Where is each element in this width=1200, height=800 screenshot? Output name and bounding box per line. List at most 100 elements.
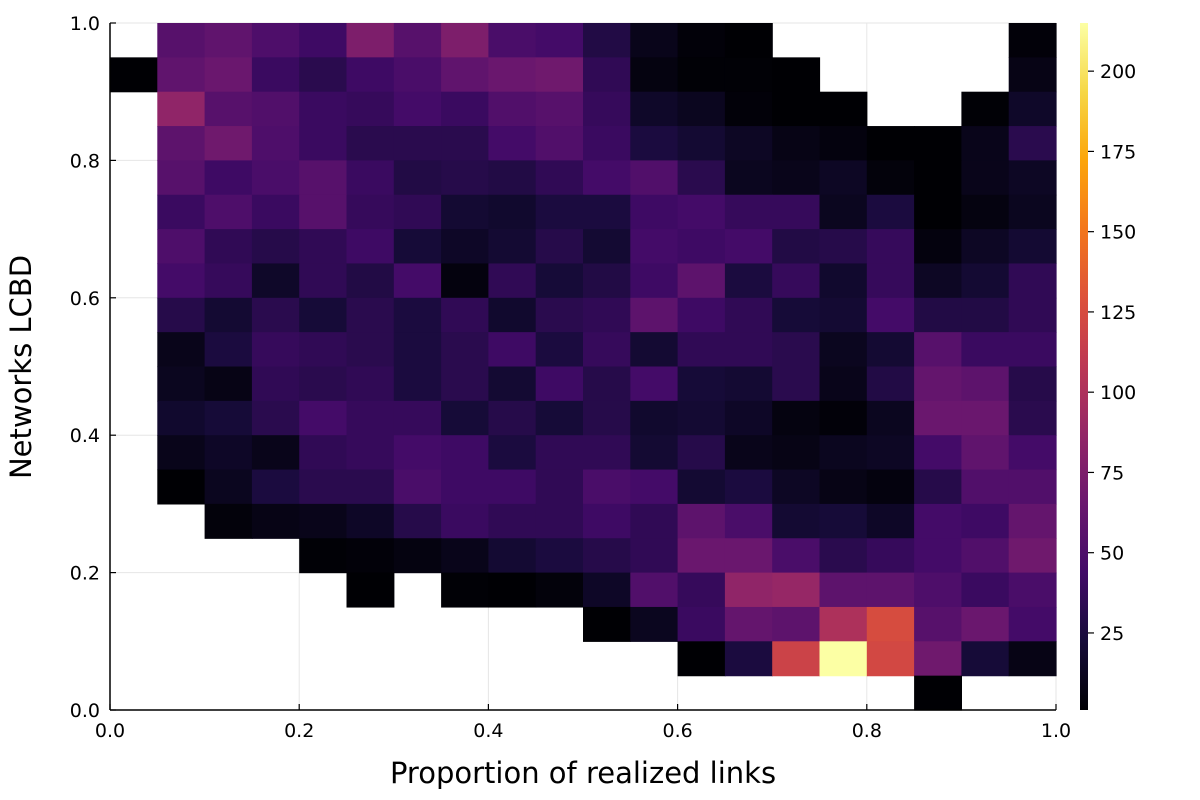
heatmap-cell (204, 160, 253, 196)
heatmap-cell (488, 160, 537, 196)
heatmap-cell (866, 538, 915, 574)
heatmap-cell (772, 641, 821, 677)
heatmap-cell (772, 160, 821, 196)
heatmap-cell (535, 332, 584, 368)
colorbar-tick-label: 175 (1100, 141, 1136, 163)
heatmap-cell (535, 297, 584, 333)
heatmap-cell (583, 469, 631, 505)
y-tick-label: 0.0 (70, 700, 100, 722)
heatmap-cell (866, 503, 915, 539)
heatmap-cell (583, 538, 631, 574)
heatmap-cell (346, 23, 395, 58)
heatmap-cell (393, 126, 442, 161)
x-axis-ticks: 0.0 0.2 0.4 0.6 0.8 1.0 (95, 704, 1071, 742)
heatmap-cell (961, 229, 1010, 265)
heatmap-cell (583, 229, 631, 265)
heatmap-cell (157, 400, 206, 436)
y-tick-label: 1.0 (70, 13, 100, 35)
heatmap-cell (583, 400, 631, 436)
heatmap-cell (346, 57, 395, 93)
heatmap-cell (677, 572, 726, 608)
heatmap-cell (677, 126, 726, 161)
heatmap-cell (535, 57, 584, 93)
heatmap-cell (961, 263, 1010, 299)
heatmap-cell (393, 194, 442, 230)
heatmap-cell (441, 332, 489, 368)
colorbar-tick-label: 100 (1100, 382, 1136, 404)
heatmap-cell (110, 57, 158, 93)
heatmap-cell (204, 229, 253, 265)
heatmap-cell (535, 160, 584, 196)
heatmap-cell (488, 503, 537, 539)
heatmap-cell (677, 641, 726, 677)
heatmap-cell (441, 400, 489, 436)
heatmap-cell (1008, 606, 1057, 642)
heatmap-cell (819, 160, 868, 196)
heatmap-cell (677, 297, 726, 333)
axes (109, 23, 1056, 711)
colorbar-tick-label: 50 (1100, 543, 1124, 565)
heatmap-cell (724, 57, 773, 93)
heatmap-cell (583, 332, 631, 368)
heatmap-cell (772, 194, 821, 230)
heatmap-cell (299, 229, 348, 265)
heatmap-cell (866, 469, 915, 505)
heatmap-cell (772, 400, 821, 436)
heatmap-cell (346, 538, 395, 574)
heatmap-cell (630, 229, 679, 265)
heatmap-cell (204, 435, 253, 471)
heatmap-cell (961, 366, 1010, 402)
heatmap-cell (1008, 263, 1057, 299)
heatmap-cell (157, 332, 206, 368)
heatmap-cell (772, 91, 821, 127)
heatmap-cell (583, 503, 631, 539)
heatmap-cell (157, 297, 206, 333)
heatmap-cell (251, 297, 300, 333)
heatmap-cell (677, 366, 726, 402)
heatmap-cell (630, 606, 679, 642)
heatmap-cell (157, 229, 206, 265)
heatmap-cell (914, 332, 962, 368)
heatmap-cell (772, 606, 821, 642)
heatmap-cell (251, 160, 300, 196)
heatmap-cell (961, 297, 1010, 333)
heatmap-cell (535, 194, 584, 230)
heatmap-cell (157, 126, 206, 161)
heatmap-cell (393, 503, 442, 539)
heatmap-cell (866, 194, 915, 230)
heatmap-cell (393, 366, 442, 402)
heatmap-cell (583, 57, 631, 93)
heatmap-cell (772, 332, 821, 368)
heatmap-cell (677, 263, 726, 299)
heatmap-cell (441, 366, 489, 402)
heatmap-cell (251, 23, 300, 58)
heatmap-cell (630, 400, 679, 436)
heatmap-cell (677, 229, 726, 265)
heatmap-cell (393, 297, 442, 333)
heatmap-cell (251, 469, 300, 505)
heatmap-cell (772, 263, 821, 299)
heatmap-cell (204, 91, 253, 127)
heatmap-cell (488, 400, 537, 436)
heatmap-cell (772, 469, 821, 505)
heatmap-cell (866, 366, 915, 402)
heatmap-cell (914, 400, 962, 436)
heatmap-cell (535, 538, 584, 574)
heatmap-cell (1008, 469, 1057, 505)
heatmap-cell (251, 194, 300, 230)
heatmap-cell (1008, 641, 1057, 677)
heatmap-cell (535, 400, 584, 436)
heatmap-cell (204, 366, 253, 402)
heatmap-cell (583, 435, 631, 471)
heatmap-cell (299, 435, 348, 471)
heatmap-cell (346, 366, 395, 402)
heatmap-cell (914, 606, 962, 642)
heatmap-cell (251, 503, 300, 539)
heatmap-cell (346, 263, 395, 299)
heatmap-cell (583, 23, 631, 58)
heatmap-cell (724, 297, 773, 333)
heatmap-cell (157, 91, 206, 127)
heatmap-cell (1008, 229, 1057, 265)
heatmap-cell (441, 469, 489, 505)
heatmap-cell (157, 23, 206, 58)
